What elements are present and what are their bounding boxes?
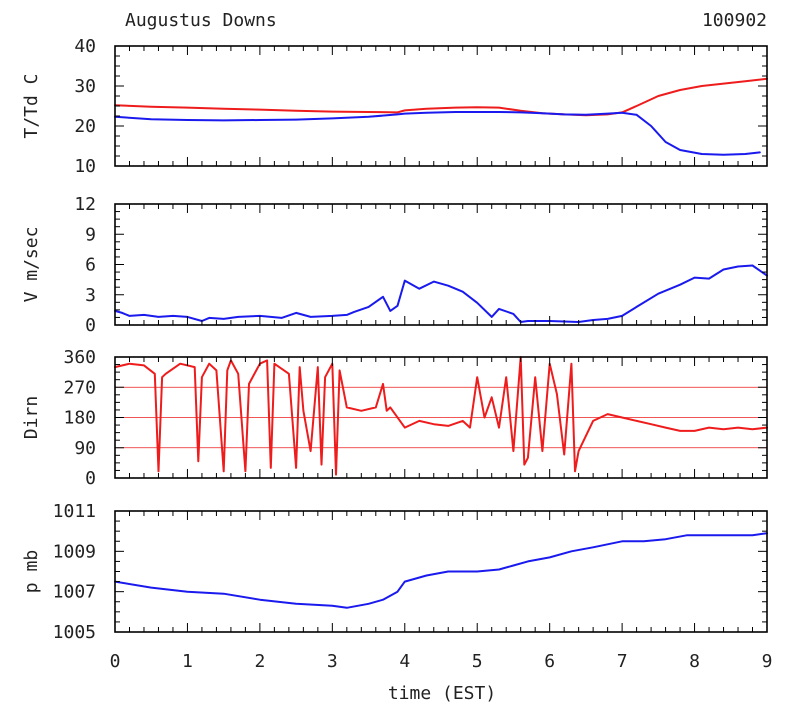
panel-temp: 40 30 20 10 T/Td C xyxy=(21,36,768,177)
panel-frame-wind xyxy=(114,203,768,326)
x-tick-label: 3 xyxy=(327,651,338,672)
series-pressure-p xyxy=(114,532,768,609)
y-tick-label: 90 xyxy=(74,438,96,459)
panel-pressure: 1011 1009 1007 1005 p mb xyxy=(21,501,768,643)
x-axis-tick-labels: 0 1 2 3 4 5 6 7 8 9 xyxy=(110,651,773,672)
x-tick-label: 0 xyxy=(110,651,121,672)
y-tick-label: 10 xyxy=(74,156,96,177)
x-tick-label: 7 xyxy=(617,651,628,672)
x-tick-label: 8 xyxy=(689,651,700,672)
y-tick-label: 12 xyxy=(74,194,96,215)
y-tick-label: 1005 xyxy=(53,622,96,643)
y-tick-label: 20 xyxy=(74,116,96,137)
y-axis-title-pressure: p mb xyxy=(21,550,42,593)
x-tick-label: 5 xyxy=(472,651,483,672)
y-tick-label: 30 xyxy=(74,76,96,97)
y-axis-title-wind: V m/sec xyxy=(21,227,42,303)
y-tick-label: 3 xyxy=(85,285,96,306)
station-title: Augustus Downs xyxy=(125,10,277,31)
y-tick-label: 40 xyxy=(74,36,96,57)
series-temp-td xyxy=(114,111,761,156)
series-temp-t xyxy=(114,77,768,117)
series-direction-dirn xyxy=(114,356,768,476)
y-tick-label: 0 xyxy=(85,468,96,489)
panel-frame-temp xyxy=(114,45,768,167)
x-tick-label: 9 xyxy=(762,651,773,672)
panel-frame-pressure xyxy=(114,510,768,633)
panel-direction: 360 270 180 90 0 Dirn xyxy=(21,347,768,489)
panel-wind: 12 9 6 3 0 V m/sec xyxy=(21,194,768,336)
y-axis-title-temp: T/Td C xyxy=(21,73,42,138)
y-tick-label: 1007 xyxy=(53,582,96,603)
y-tick-label: 1009 xyxy=(53,541,96,562)
y-tick-label: 360 xyxy=(63,347,96,368)
x-tick-label: 6 xyxy=(544,651,555,672)
y-tick-label: 9 xyxy=(85,224,96,245)
date-code: 100902 xyxy=(702,10,767,31)
y-tick-label: 1011 xyxy=(53,501,96,522)
series-wind-v xyxy=(114,264,768,323)
y-tick-label: 180 xyxy=(63,408,96,429)
x-axis-label: time (EST) xyxy=(388,683,496,704)
y-axis-title-direction: Dirn xyxy=(21,396,42,439)
x-tick-label: 1 xyxy=(182,651,193,672)
x-tick-label: 4 xyxy=(399,651,410,672)
y-tick-label: 0 xyxy=(85,315,96,336)
y-tick-label: 6 xyxy=(85,255,96,276)
y-tick-label: 270 xyxy=(63,377,96,398)
x-tick-label: 2 xyxy=(254,651,265,672)
